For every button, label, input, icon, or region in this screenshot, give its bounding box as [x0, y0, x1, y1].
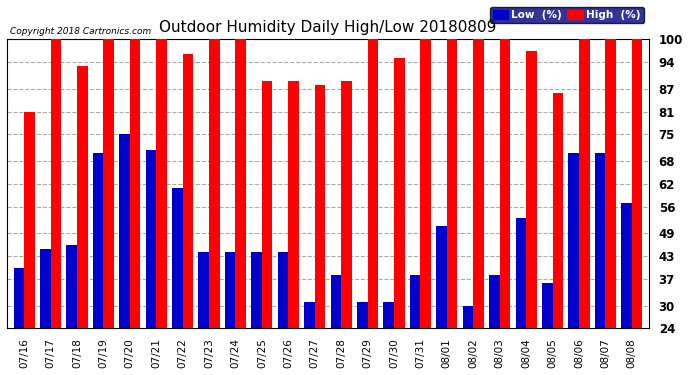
Bar [569, 153, 579, 375]
Bar [14, 268, 24, 375]
Bar [595, 153, 605, 375]
Bar [304, 302, 315, 375]
Bar [410, 275, 420, 375]
Bar [104, 39, 114, 375]
Bar [209, 39, 219, 375]
Bar [420, 39, 431, 375]
Bar [341, 81, 352, 375]
Bar [463, 306, 473, 375]
Bar [77, 66, 88, 375]
Bar [436, 226, 447, 375]
Bar [40, 249, 50, 375]
Bar [235, 39, 246, 375]
Bar [553, 93, 563, 375]
Bar [199, 252, 209, 375]
Legend: Low  (%), High  (%): Low (%), High (%) [489, 7, 644, 23]
Bar [66, 245, 77, 375]
Bar [278, 252, 288, 375]
Bar [579, 39, 589, 375]
Bar [24, 112, 34, 375]
Bar [331, 275, 341, 375]
Bar [542, 283, 553, 375]
Bar [500, 39, 510, 375]
Bar [515, 218, 526, 375]
Bar [183, 54, 193, 375]
Text: Copyright 2018 Cartronics.com: Copyright 2018 Cartronics.com [10, 27, 151, 36]
Bar [632, 39, 642, 375]
Bar [262, 81, 273, 375]
Bar [489, 275, 500, 375]
Bar [225, 252, 235, 375]
Bar [119, 134, 130, 375]
Bar [473, 39, 484, 375]
Bar [146, 150, 156, 375]
Bar [605, 39, 616, 375]
Bar [156, 39, 167, 375]
Bar [384, 302, 394, 375]
Bar [93, 153, 104, 375]
Bar [251, 252, 262, 375]
Bar [50, 39, 61, 375]
Title: Outdoor Humidity Daily High/Low 20180809: Outdoor Humidity Daily High/Low 20180809 [159, 20, 497, 35]
Bar [621, 203, 632, 375]
Bar [394, 58, 404, 375]
Bar [447, 39, 457, 375]
Bar [357, 302, 368, 375]
Bar [315, 85, 325, 375]
Bar [526, 51, 537, 375]
Bar [130, 39, 140, 375]
Bar [368, 39, 378, 375]
Bar [172, 188, 183, 375]
Bar [288, 81, 299, 375]
